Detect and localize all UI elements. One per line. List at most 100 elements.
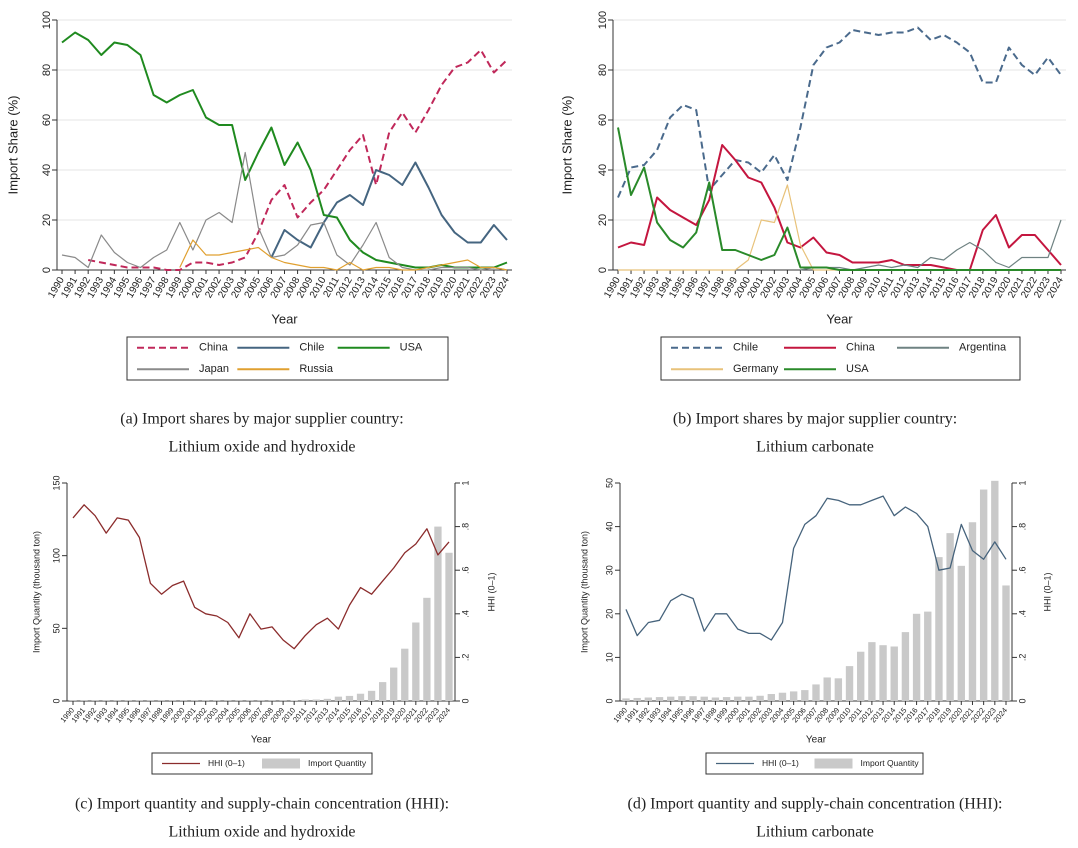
y2-axis-title: HHI (0–1) [486, 572, 496, 611]
bar [812, 684, 820, 701]
bar [334, 696, 343, 701]
bar [868, 642, 876, 701]
y-tick-label: 20 [597, 214, 609, 226]
legend-label: Germany [733, 363, 779, 375]
line [618, 184, 1061, 271]
bar [834, 678, 843, 701]
bar [655, 697, 664, 701]
y-tick-label: 60 [597, 114, 609, 126]
legend-label: Import Quantity [861, 758, 920, 768]
x-axis-title: Year [826, 311, 853, 326]
caption: Lithium carbonate [756, 439, 874, 456]
line [88, 49, 508, 271]
legend-label: China [199, 342, 229, 354]
bar [745, 696, 753, 701]
caption: (c) Import quantity and supply-chain con… [75, 796, 449, 813]
bar [412, 622, 420, 701]
bar [290, 700, 298, 701]
bar [378, 682, 387, 701]
bar [968, 522, 977, 701]
bar [845, 666, 854, 701]
bar [356, 693, 365, 701]
y2-tick-label: .4 [460, 610, 470, 618]
y-tick-label: 0 [41, 267, 53, 273]
y-tick-label: 0 [51, 698, 61, 703]
line [617, 127, 1061, 271]
bar [734, 696, 742, 701]
line [617, 26, 1062, 198]
legend-label: HHI (0–1) [208, 758, 245, 768]
legend-label: China [846, 342, 876, 354]
bar [789, 691, 798, 701]
y-tick-label: 0 [604, 698, 614, 703]
caption: (d) Import quantity and supply-chain con… [628, 796, 1003, 813]
legend-label: HHI (0–1) [762, 758, 799, 768]
bar [390, 667, 398, 701]
legend-box [126, 336, 449, 381]
y2-tick-label: 0 [1017, 698, 1027, 703]
bar [312, 699, 320, 701]
y-tick-label: 30 [604, 565, 614, 575]
y2-tick-label: .2 [1017, 654, 1027, 662]
bar [879, 645, 887, 701]
y-tick-label: 40 [604, 522, 614, 532]
y2-axis-title: HHI (0–1) [1042, 572, 1052, 611]
y-tick-label: 50 [51, 623, 61, 633]
y2-tick-label: 1 [1017, 480, 1027, 485]
legend-label: Japan [199, 363, 229, 375]
line [800, 219, 1062, 271]
line [625, 495, 1007, 641]
bar [991, 480, 999, 701]
caption: Lithium oxide and hydroxide [168, 824, 355, 841]
legend-box [660, 336, 1021, 381]
y-tick-label: 50 [604, 478, 614, 488]
bar [935, 557, 943, 701]
legend-label: Chile [733, 342, 758, 354]
bar [901, 632, 910, 701]
y-tick-label: 10 [604, 652, 614, 662]
legend-label: USA [846, 363, 869, 375]
y2-tick-label: 0 [460, 698, 470, 703]
bar [924, 611, 932, 701]
line [72, 504, 450, 650]
bar [946, 533, 954, 701]
bar [644, 697, 653, 701]
panel: 0501001500.2.4.6.81199019911992199319941… [31, 475, 496, 840]
y-tick-label: 100 [597, 11, 609, 29]
y-tick-label: 100 [51, 548, 61, 563]
y2-tick-label: 1 [460, 480, 470, 485]
bar [857, 651, 865, 701]
bar [700, 696, 708, 701]
caption: Lithium carbonate [756, 824, 874, 841]
bar [1002, 585, 1010, 701]
legend-label: Import Quantity [308, 758, 367, 768]
x-axis-title: Year [271, 311, 298, 326]
bar [345, 695, 354, 701]
bar [890, 646, 898, 701]
bar [667, 696, 675, 701]
bar [633, 697, 641, 701]
legend-label: Argentina [959, 342, 1007, 354]
bar [912, 613, 921, 701]
line [61, 151, 508, 271]
y-tick-label: 20 [604, 609, 614, 619]
y-tick-label: 80 [597, 64, 609, 76]
line [270, 161, 508, 258]
legend-label: Russia [299, 363, 334, 375]
bar [434, 526, 442, 701]
y-tick-label: 150 [51, 475, 61, 490]
legend-swatch [814, 758, 853, 769]
y2-tick-label: .6 [460, 566, 470, 574]
panel: 0204060801001990199119921993199419951996… [5, 11, 512, 456]
bar [401, 648, 409, 701]
y-tick-label: 20 [41, 214, 53, 226]
y-tick-label: 80 [41, 64, 53, 76]
panel: 0204060801001990199119921993199419951996… [559, 11, 1066, 456]
y-tick-label: 100 [41, 11, 53, 29]
caption: (b) Import shares by major supplier coun… [673, 411, 957, 428]
y2-tick-label: .8 [460, 523, 470, 531]
bar [323, 698, 332, 701]
line [179, 239, 508, 271]
y-tick-label: 60 [41, 114, 53, 126]
